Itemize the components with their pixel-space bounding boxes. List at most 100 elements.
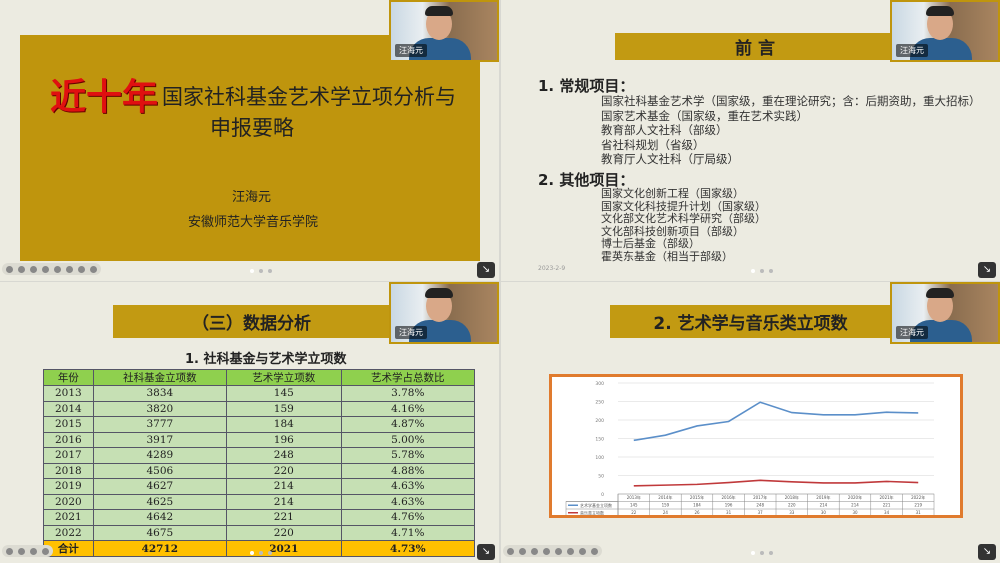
section-heading: 2. 其他项目： [538, 171, 635, 189]
slide-toolbar[interactable] [2, 263, 101, 275]
data-label: 30 [852, 510, 858, 515]
x-tick-label: 2014年 [658, 494, 672, 500]
data-label: 26 [694, 510, 700, 515]
list-item: 国家艺术基金（国家级，重在艺术实践） [601, 108, 808, 123]
chat-icon[interactable] [66, 265, 73, 273]
data-label: 24 [663, 510, 669, 515]
cell: 2020 [43, 493, 94, 510]
list-item: 霍英东基金（相当于部级） [601, 249, 733, 263]
page-dots[interactable] [750, 551, 773, 555]
chart-frame: 0 50 100 150 200 250 300 2013年 145 22 2014年 159 24 20… [549, 374, 963, 518]
list-item: 教育厅人文社科（厅局级） [601, 152, 739, 166]
cell: 2016 [43, 431, 94, 448]
column-header: 艺术学占总数比 [340, 369, 476, 386]
column-header: 社科基金立项数 [92, 369, 228, 386]
table-row: 2016 3917 196 5.00% [43, 431, 476, 448]
speaker-video[interactable]: 汪海元 [389, 0, 499, 62]
cell: 196 [226, 431, 342, 448]
data-label: 196 [725, 503, 733, 508]
speaker-video[interactable]: 汪海元 [890, 282, 1000, 344]
cell: 3917 [92, 431, 228, 448]
author: 汪海元 [232, 190, 272, 205]
cell: 4.71% [340, 524, 476, 541]
page-dots[interactable] [750, 269, 773, 273]
section2-list: 国家文化创新工程（国家级） 国家文化科技提升计划（国家级） 文化部文化艺术科学研… [601, 187, 766, 264]
slide-toolbar[interactable] [2, 545, 53, 557]
slide-panel-4[interactable]: 2. 艺术学与音乐类立项数 0 50 100 150 200 250 300 2013年 145… [501, 282, 1000, 563]
cell: 2021 [226, 540, 342, 557]
slide-panel-3[interactable]: （三）数据分析 1. 社科基金与艺术学立项数 年份 社科基金立项数 艺术学立项数 艺术… [0, 282, 499, 563]
title-line1: 国家社科基金艺术学立项分析与 [162, 85, 456, 109]
expand-icon[interactable]: ↘ [978, 262, 996, 278]
y-tick-label: 0 [601, 492, 604, 498]
cell: 3834 [92, 385, 228, 402]
list-item: 省社科规划（省级） [601, 137, 705, 152]
globe-icon[interactable] [78, 265, 85, 273]
cell: 3820 [92, 400, 228, 417]
cell: 4.76% [340, 509, 476, 526]
table-row: 2015 3777 184 4.87% [43, 416, 476, 433]
x-tick-label: 2022年 [911, 494, 925, 500]
pen-icon[interactable] [30, 547, 37, 555]
data-label: 30 [821, 510, 827, 515]
collapse-icon[interactable] [42, 547, 49, 555]
title-box [20, 35, 480, 261]
data-label: 34 [884, 510, 890, 515]
expand-icon[interactable]: ↘ [477, 544, 495, 560]
collapse-icon[interactable] [591, 547, 598, 555]
list-item: 国家社科基金艺术学（国家级，重在理论研究；含：后期资助，重大招标） [601, 94, 981, 108]
page-dots[interactable] [249, 269, 272, 273]
pen-icon[interactable] [30, 265, 37, 273]
cell: 214 [226, 493, 342, 510]
settings-icon[interactable] [18, 547, 25, 555]
column-header: 年份 [43, 369, 94, 386]
x-tick-label: 2016年 [722, 494, 736, 500]
total-row: 合计 42712 2021 4.73% [43, 540, 476, 557]
section1-list: 国家社科基金艺术学（国家级，重在理论研究；含：后期资助，重大招标） 国家艺术基金… [601, 94, 981, 167]
x-tick-label: 2017年 [753, 494, 767, 500]
chat-icon[interactable] [567, 547, 574, 555]
y-tick-label: 200 [595, 418, 604, 424]
expand-icon[interactable]: ↘ [978, 544, 996, 560]
settings-icon[interactable] [18, 265, 25, 273]
settings-icon[interactable] [519, 547, 526, 555]
cell: 214 [226, 478, 342, 495]
speaker-video[interactable]: 汪海元 [389, 282, 499, 344]
keyboard-icon[interactable] [54, 265, 61, 273]
cell: 4.63% [340, 478, 476, 495]
collapse-icon[interactable] [90, 265, 97, 273]
settings-icon[interactable] [507, 547, 514, 555]
slide-panel-1[interactable]: 近十年 国家社科基金艺术学立项分析与 申报要略 汪海元 安徽师范大学音乐学院 汪… [0, 0, 499, 281]
slide-header: （三）数据分析 [113, 305, 390, 338]
cell: 4627 [92, 478, 228, 495]
data-table: 年份 社科基金立项数 艺术学立项数 艺术学占总数比 2013 3834 145 3.78% 2… [43, 369, 476, 557]
series-line [633, 401, 919, 442]
speaker-video[interactable]: 汪海元 [890, 0, 1000, 62]
globe-icon[interactable] [579, 547, 586, 555]
slide-toolbar[interactable] [503, 545, 602, 557]
cell: 42712 [92, 540, 228, 557]
pen-icon[interactable] [531, 547, 538, 555]
data-label: 214 [820, 503, 828, 508]
settings-icon[interactable] [6, 265, 13, 273]
keyboard-icon[interactable] [555, 547, 562, 555]
x-tick-label: 2018年 [785, 494, 799, 500]
legend-label: 音乐类立项数 [580, 509, 604, 515]
page-dots[interactable] [249, 551, 272, 555]
settings-icon[interactable] [6, 547, 13, 555]
cell: 2022 [43, 524, 94, 541]
fullscreen-icon[interactable] [42, 265, 49, 273]
cell: 248 [226, 447, 342, 464]
speaker-name: 汪海元 [896, 326, 928, 339]
table-row: 2020 4625 214 4.63% [43, 493, 476, 510]
data-label: 159 [662, 503, 670, 508]
slide-header: 2. 艺术学与音乐类立项数 [610, 305, 891, 338]
fullscreen-icon[interactable] [543, 547, 550, 555]
expand-icon[interactable]: ↘ [477, 262, 495, 278]
line-chart: 0 50 100 150 200 250 300 2013年 145 22 2014年 159 24 20… [565, 381, 935, 517]
slide-panel-2[interactable]: 前 言 1. 常规项目： 国家社科基金艺术学（国家级，重在理论研究；含：后期资助… [501, 0, 1000, 281]
y-tick-label: 300 [595, 381, 604, 387]
cell: 5.00% [340, 431, 476, 448]
cell: 2019 [43, 478, 94, 495]
cell: 4.73% [340, 540, 476, 557]
